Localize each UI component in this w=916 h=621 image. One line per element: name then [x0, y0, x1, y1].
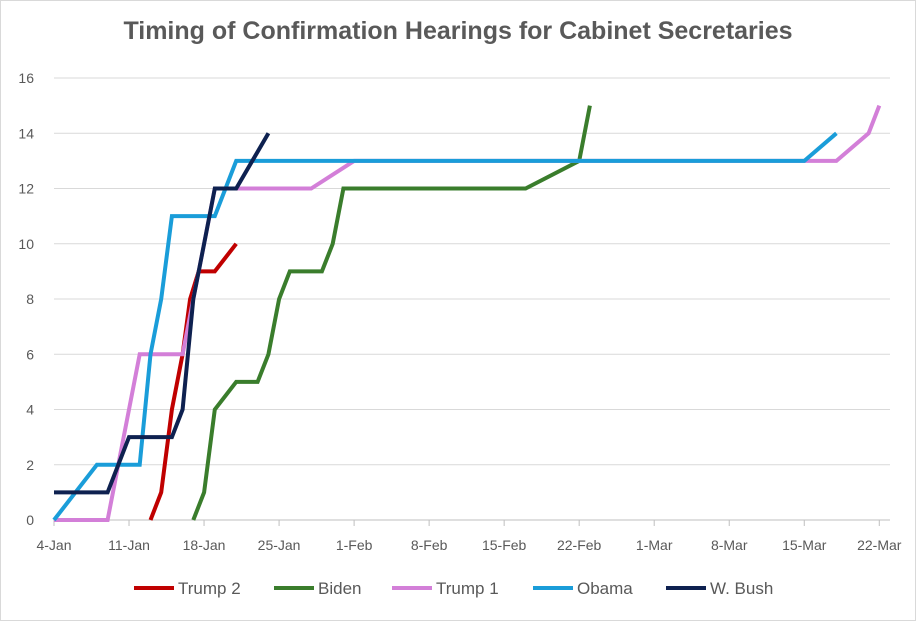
series-line-biden: [191, 105, 592, 521]
y-tick-label: 0: [26, 512, 34, 528]
x-tick-label: 15-Mar: [782, 537, 827, 553]
legend-label-biden: Biden: [318, 579, 361, 598]
y-tick-label: 10: [18, 236, 34, 252]
legend-label-obama: Obama: [577, 579, 633, 598]
x-tick-label: 18-Jan: [183, 537, 226, 553]
series-line-trump-1: [54, 104, 882, 522]
y-tick-label: 8: [26, 291, 34, 307]
y-tick-label: 12: [18, 181, 34, 197]
y-tick-label: 14: [18, 125, 34, 141]
x-tick-label: 11-Jan: [108, 537, 150, 553]
y-tick-label: 2: [26, 457, 34, 473]
x-tick-label: 22-Mar: [857, 537, 902, 553]
legend-label-trump-2: Trump 2: [178, 579, 241, 598]
series-lines: [52, 104, 882, 522]
y-axis-ticks: 0 2 4 6 8 10 12 14 16: [18, 70, 34, 528]
legend: Trump 2 Biden Trump 1 Obama W. Bush: [134, 579, 773, 598]
series-line-w-bush: [54, 132, 271, 495]
x-tick-label: 1-Feb: [336, 537, 373, 553]
legend-label-trump-1: Trump 1: [436, 579, 499, 598]
x-tick-label: 1-Mar: [636, 537, 673, 553]
y-tick-label: 16: [18, 70, 34, 86]
x-axis: 4-Jan 11-Jan 18-Jan 25-Jan 1-Feb 8-Feb 15-Feb 2…: [36, 519, 902, 553]
x-tick-label: 25-Jan: [258, 537, 301, 553]
x-tick-label: 4-Jan: [36, 537, 71, 553]
x-tick-label: 8-Feb: [411, 537, 448, 553]
chart-title: Timing of Confirmation Hearings for Cabi…: [123, 17, 793, 45]
series-line-obama: [52, 131, 838, 522]
legend-label-w-bush: W. Bush: [710, 579, 773, 598]
x-tick-label: 15-Feb: [482, 537, 527, 553]
y-tick-label: 4: [26, 402, 34, 418]
gridlines: [54, 77, 890, 466]
x-tick-label: 22-Feb: [557, 537, 602, 553]
y-tick-label: 6: [26, 346, 34, 362]
x-tick-label: 8-Mar: [711, 537, 748, 553]
